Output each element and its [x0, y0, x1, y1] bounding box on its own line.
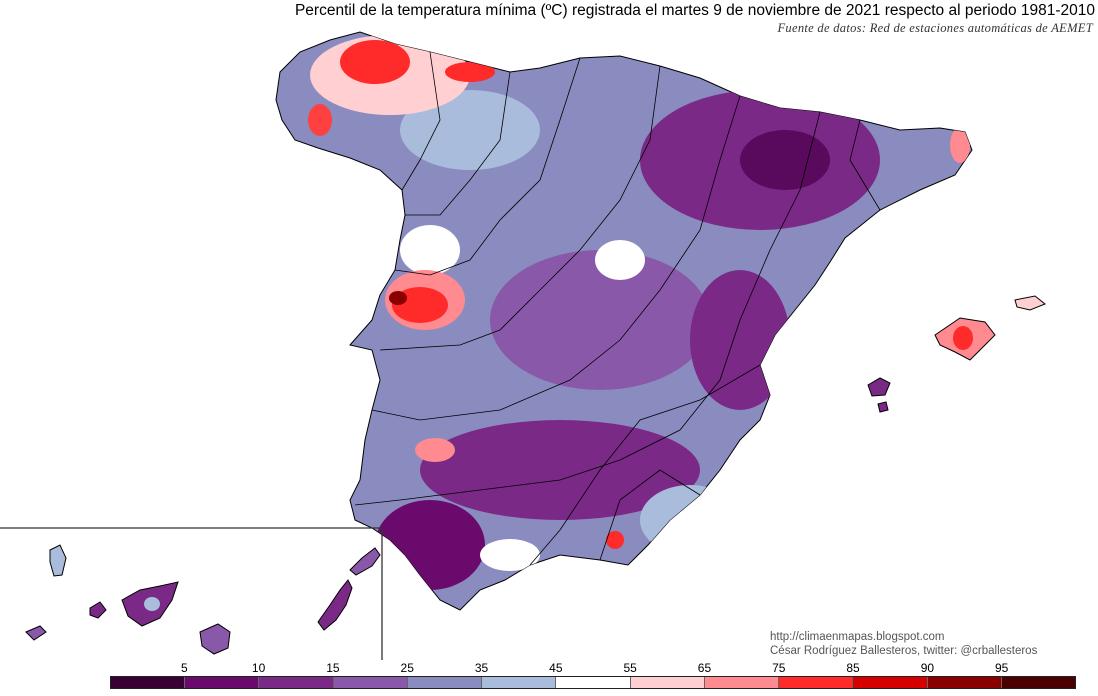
red-area-galicia [340, 40, 410, 84]
data-source-note: Fuente de datos: Red de estaciones autom… [777, 21, 1093, 35]
legend-tick-label: 25 [400, 661, 414, 675]
lanzarote [349, 547, 381, 576]
red-area-galicia-west [308, 104, 332, 136]
formentera [877, 401, 889, 413]
white-area-west [400, 225, 460, 275]
legend-color-swatch [779, 677, 854, 688]
map-title: Percentil de la temperatura mínima (ºC) … [294, 2, 1095, 19]
inset-frame [0, 527, 383, 660]
purple-area-east [690, 270, 790, 410]
legend-tick-label: 85 [846, 661, 860, 675]
legend-tick-label: 35 [474, 661, 489, 675]
legend-color-swatch [853, 677, 928, 688]
canary-islands-inset [0, 527, 383, 660]
legend-tick-label: 45 [549, 661, 563, 675]
la-palma [49, 544, 67, 577]
gran-canaria [199, 623, 231, 655]
mallorca-red-core [953, 326, 973, 350]
legend-color-swatch [556, 677, 631, 688]
purple-area-south [420, 420, 700, 520]
legend-tick-label: 65 [697, 661, 712, 675]
legend-color-swatch [482, 677, 557, 688]
legend-color-swatch [111, 677, 186, 688]
red-area-cantabria [445, 62, 495, 82]
legend-tick-label: 55 [623, 661, 637, 675]
province-borders [354, 51, 881, 566]
blog-url: http://climaenmapas.blogspot.com [770, 631, 945, 643]
light-area-east-coast [640, 485, 740, 555]
legend-color-swatch [704, 677, 780, 688]
legend-color-swatch [630, 677, 705, 688]
fuerteventura [317, 579, 353, 631]
iberian-peninsula [275, 31, 973, 611]
color-scale-legend [110, 676, 1076, 689]
legend-tick-label: 15 [326, 661, 340, 675]
legend-color-swatch [1001, 677, 1076, 688]
purple-area-southwest [375, 500, 485, 590]
white-area-south-coast [480, 539, 540, 571]
dark-core-ebro [740, 130, 830, 190]
menorca [1014, 295, 1046, 311]
ibiza [867, 377, 891, 397]
legend-tick-label: 5 [180, 661, 188, 675]
legend-tick-label: 75 [772, 661, 786, 675]
legend-tick-label: 95 [995, 661, 1009, 675]
percentile-map [0, 31, 1046, 660]
legend-color-swatch [407, 677, 483, 688]
dark-red-core-border [389, 291, 407, 305]
pink-area-catalonia [950, 127, 970, 163]
legend-color-swatch [333, 677, 408, 688]
legend-color-swatch [259, 677, 334, 688]
tenerife-light-core [144, 597, 160, 611]
balearic-islands [867, 295, 1046, 413]
legend-color-swatch [185, 677, 260, 688]
legend-tick-label: 90 [920, 661, 935, 675]
legend-tick-label: 10 [251, 661, 266, 675]
pink-area-andalusia [415, 438, 455, 462]
white-area-central [595, 240, 645, 280]
el-hierro [25, 625, 47, 641]
legend-color-swatch [927, 677, 1002, 688]
legend-tick-labels: 5 10 15 25 35 45 55 65 75 85 90 95 [110, 661, 1076, 675]
author-credit: César Rodríguez Ballesteros, twitter: @c… [770, 645, 1038, 657]
light-area-north [400, 90, 540, 170]
la-gomera [89, 601, 107, 619]
red-area-granada [606, 531, 624, 549]
